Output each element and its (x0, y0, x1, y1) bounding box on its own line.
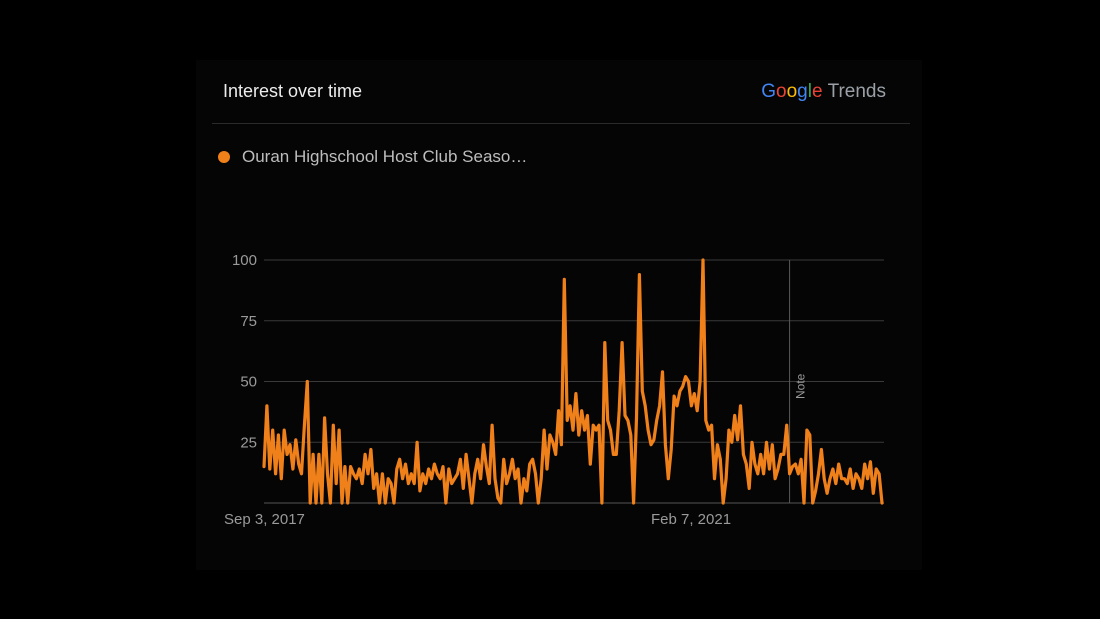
y-tick-label: 25 (240, 434, 257, 451)
legend-series-dot-icon (218, 151, 230, 163)
logo-letter-o2: o (786, 81, 798, 102)
y-tick-label: 100 (232, 252, 257, 269)
y-tick-label: 50 (240, 374, 257, 391)
header-divider (212, 123, 910, 124)
series-line (262, 258, 884, 505)
logo-letter-g: G (761, 81, 777, 102)
card-title: Interest over time (223, 81, 363, 101)
logo-suffix: Trends (827, 81, 886, 102)
logo-letter-g2: g (797, 81, 808, 102)
logo-letter-l: l (807, 81, 812, 102)
note-label: Note (794, 373, 808, 399)
x-tick-label: Sep 3, 2017 (224, 511, 305, 528)
logo-letter-o1: o (776, 81, 787, 102)
logo-letter-e: e (811, 81, 823, 102)
x-tick-label: Feb 7, 2021 (651, 511, 731, 528)
google-trends-logo[interactable]: Google Trends (761, 81, 886, 103)
legend-series-label: Ouran Highschool Host Club Seaso… (242, 147, 528, 166)
y-tick-label: 75 (240, 313, 257, 330)
chart-legend[interactable]: Ouran Highschool Host Club Seaso… (218, 147, 527, 167)
card-header: Interest over time Google Trends (196, 60, 922, 124)
